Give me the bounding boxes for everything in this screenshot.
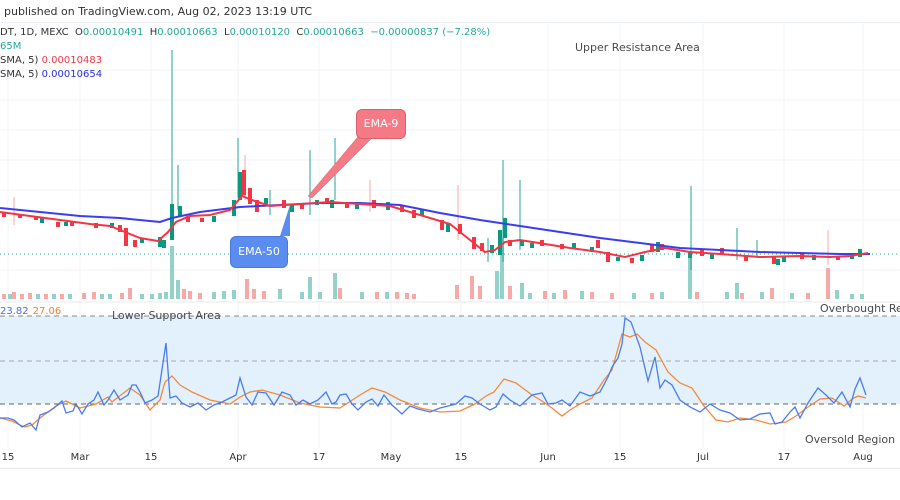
rsi-band bbox=[0, 316, 900, 404]
oversold-label: Oversold Region bbox=[805, 433, 896, 446]
rsi-signal-value: 27.06 bbox=[32, 306, 62, 317]
ema9-callout: EMA-9 bbox=[356, 109, 406, 139]
x-tick: 15 bbox=[454, 452, 468, 463]
low-value: 0.00010120 bbox=[229, 27, 291, 38]
rsi-line bbox=[0, 316, 867, 432]
open-label: O bbox=[75, 27, 83, 38]
volume-bars bbox=[2, 238, 864, 299]
close-value: 0.00010663 bbox=[303, 27, 364, 38]
ema9-legend-label: SMA, 5) bbox=[0, 55, 39, 66]
x-tick: 15 bbox=[1, 452, 15, 463]
x-tick: Jul bbox=[696, 452, 710, 463]
x-tick: Jun bbox=[540, 452, 556, 463]
publish-header: published on TradingView.com, Aug 02, 20… bbox=[0, 0, 900, 23]
low-label: L bbox=[224, 27, 230, 38]
close-label: C bbox=[296, 27, 304, 38]
open-value: 0.00010491 bbox=[82, 27, 144, 38]
volume-value: 65M bbox=[0, 41, 22, 52]
candle-wicks bbox=[13, 50, 829, 270]
x-tick: 17 bbox=[777, 452, 791, 463]
ema50-legend-label: SMA, 5) bbox=[0, 69, 39, 80]
chart-canvas[interactable] bbox=[0, 22, 900, 452]
x-tick: Mar bbox=[70, 452, 90, 463]
ema9-legend: SMA, 5) 0.00010483 bbox=[0, 54, 490, 68]
overbought-label: Overbought Reg bbox=[820, 302, 900, 315]
symbol-label: DT, 1D, MEXC bbox=[0, 27, 69, 38]
publish-info: published on TradingView.com, Aug 02, 20… bbox=[4, 5, 313, 18]
x-tick: Aug bbox=[853, 452, 873, 463]
x-tick: May bbox=[380, 452, 402, 463]
rsi-value: 23.82 bbox=[0, 306, 29, 317]
time-axis[interactable]: 15 Mar 15 Apr 17 May 15 Jun 15 Jul 17 Au… bbox=[0, 448, 900, 469]
lower-support-label: Lower Support Area bbox=[112, 309, 221, 322]
ema9-line bbox=[0, 194, 869, 259]
ema50-legend: SMA, 5) 0.00010654 bbox=[0, 68, 490, 82]
rsi-legend: 23.82 27.06 bbox=[0, 306, 61, 317]
chart-legend: DT, 1D, MEXC O0.00010491 H0.00010663 L0.… bbox=[0, 26, 490, 82]
high-value: 0.00010663 bbox=[157, 27, 218, 38]
change-value: −0.00000837 (−7.28%) bbox=[370, 27, 491, 38]
ema50-callout: EMA-50 bbox=[230, 236, 288, 268]
x-tick: 15 bbox=[144, 452, 158, 463]
x-tick: Apr bbox=[229, 452, 247, 463]
ohlc-row: DT, 1D, MEXC O0.00010491 H0.00010663 L0.… bbox=[0, 26, 490, 40]
x-tick: 17 bbox=[312, 452, 326, 463]
ema9-legend-value: 0.00010483 bbox=[41, 55, 103, 66]
upper-resistance-label: Upper Resistance Area bbox=[575, 41, 700, 54]
x-tick: 15 bbox=[613, 452, 627, 463]
ema50-line bbox=[0, 202, 870, 255]
ema50-legend-value: 0.00010654 bbox=[41, 69, 103, 80]
high-label: H bbox=[149, 27, 158, 38]
